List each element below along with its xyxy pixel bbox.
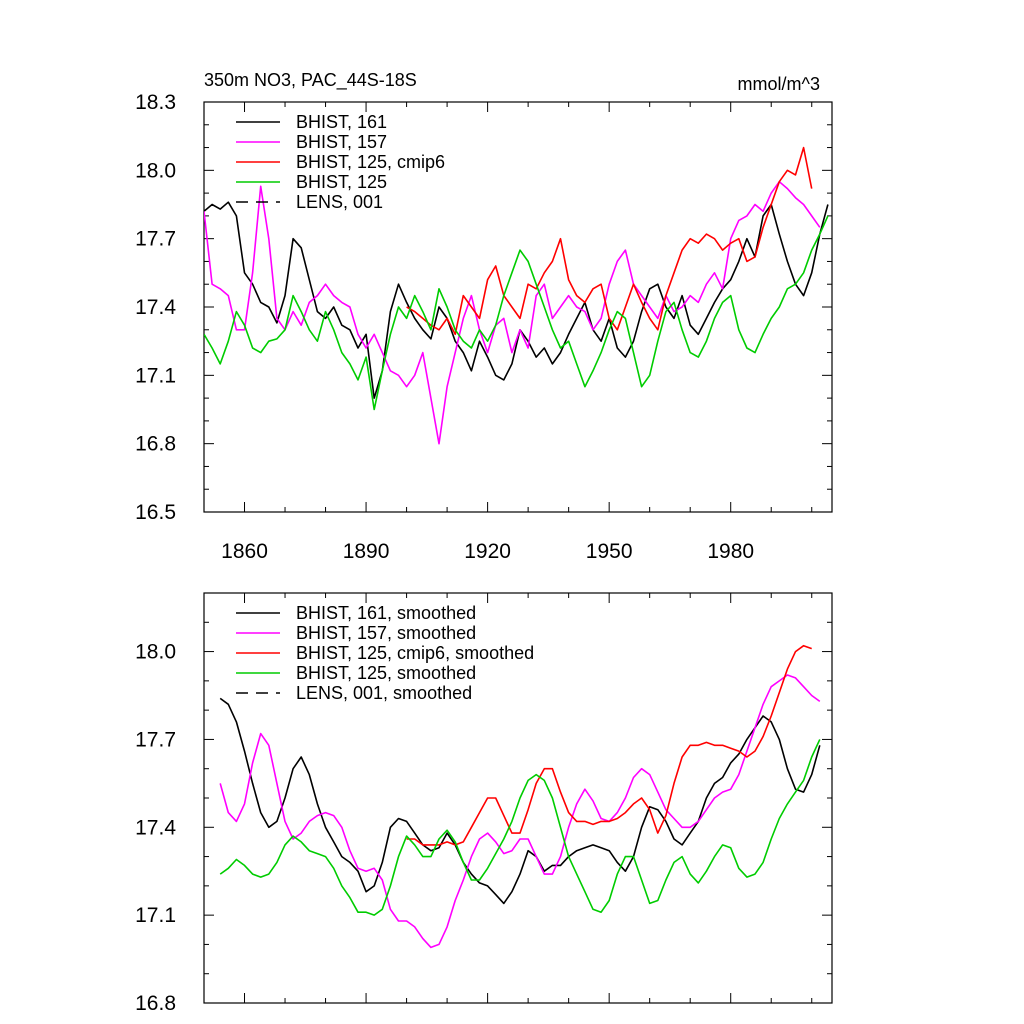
y-tick-label: 16.5 (135, 501, 176, 524)
series-line-2 (406, 146, 813, 336)
y-tick-label: 16.8 (135, 992, 176, 1015)
legend-label: BHIST, 125, cmip6 (296, 152, 445, 172)
legend-label: BHIST, 125, smoothed (296, 663, 476, 683)
series-line-0 (204, 201, 829, 399)
series-line-1 (204, 180, 821, 445)
y-tick-label: 18.0 (135, 641, 176, 664)
series-line-3 (219, 739, 821, 916)
y-tick-label: 18.0 (135, 159, 176, 182)
x-tick-label: 1950 (586, 540, 633, 563)
y-tick-label: 17.4 (135, 296, 176, 319)
y-tick-label: 16.8 (135, 433, 176, 456)
bottom-panel: 16.8 17.1 17.4 17.7 18.0 BHIST, 161, smoothed… (135, 592, 833, 1015)
x-tick-label: 1890 (343, 540, 390, 563)
y-tick-label: 17.7 (135, 728, 176, 751)
chart-title: 350m NO3, PAC_44S-18S (204, 70, 417, 91)
y-tick-label: 17.1 (135, 904, 176, 927)
legend-label: BHIST, 161 (296, 112, 387, 132)
units-label: mmol/m^3 (738, 74, 820, 94)
legend-label: BHIST, 161, smoothed (296, 603, 476, 623)
series-line-1 (219, 674, 821, 949)
legend-label: BHIST, 157, smoothed (296, 623, 476, 643)
legend-label: BHIST, 125, cmip6, smoothed (296, 643, 534, 663)
y-tick-label: 18.3 (135, 91, 176, 114)
legend-label: BHIST, 125 (296, 172, 387, 192)
y-tick-label: 17.4 (135, 816, 176, 839)
y-tick-label: 17.7 (135, 228, 176, 251)
legend-label: LENS, 001, smoothed (296, 683, 472, 703)
x-tick-label: 1860 (221, 540, 268, 563)
series-line-2 (406, 644, 812, 846)
top-panel: 1860 1890 1920 1950 1980 16.5 16.8 17.1 17.4 17.7… (135, 70, 833, 563)
y-tick-label: 17.1 (135, 364, 176, 387)
legend-label: BHIST, 157 (296, 132, 387, 152)
x-tick-label: 1980 (707, 540, 754, 563)
series-line-3 (204, 215, 829, 411)
series-line-0 (219, 697, 821, 905)
x-tick-label: 1920 (464, 540, 511, 563)
legend-label: LENS, 001 (296, 192, 383, 212)
